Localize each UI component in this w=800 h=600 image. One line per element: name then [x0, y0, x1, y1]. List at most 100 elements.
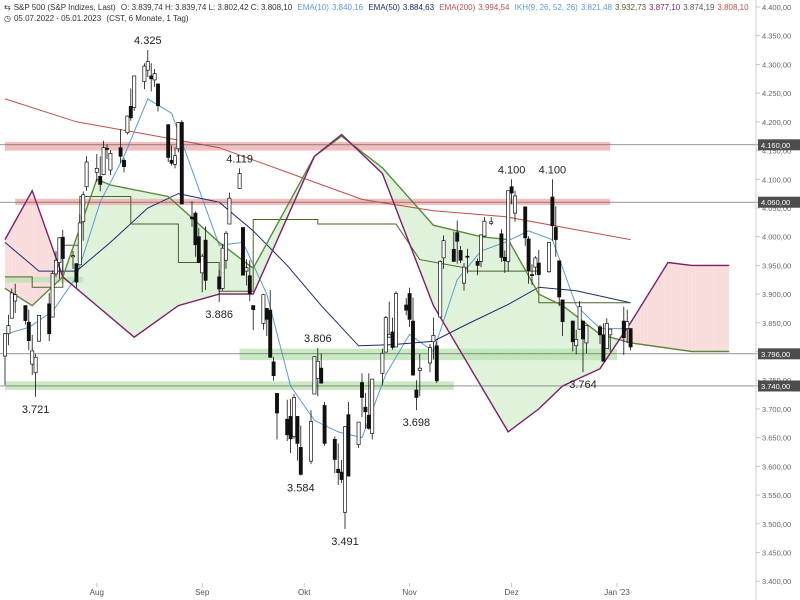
ema200-value: 3.994,54	[478, 3, 510, 12]
candle-body	[322, 405, 327, 444]
cloud-segment	[515, 251, 519, 427]
price-tag-label: 4.160,00	[761, 141, 790, 150]
cloud-segment	[256, 255, 260, 287]
cloud-segment	[430, 221, 434, 306]
price-tag	[758, 348, 800, 360]
chart-tool-icon[interactable]: ⇆	[4, 3, 11, 12]
candle-body	[557, 260, 562, 298]
cloud-segment	[708, 265, 713, 352]
cloud-segment	[576, 316, 580, 380]
y-tick-label: 3.500,00	[762, 520, 791, 529]
price-tag	[758, 380, 800, 392]
cloud-segment	[86, 198, 90, 300]
date-range: 05.07.2022 - 05.01.2023	[13, 14, 102, 23]
candle-body	[404, 304, 409, 311]
cloud-segment	[494, 238, 498, 415]
candle-body	[74, 263, 79, 283]
cloud-segment	[294, 187, 298, 203]
cloud-segment	[15, 215, 19, 297]
x-tick-label: Okt	[298, 588, 311, 597]
cloud-segment	[96, 179, 101, 309]
price-tag-label: 4.060,00	[761, 198, 790, 207]
candle-body	[387, 333, 392, 338]
chart-settings: (CST, 6 Monate, 1 Tag)	[106, 14, 189, 23]
cloud-segment	[691, 265, 696, 352]
candle-body	[560, 299, 565, 323]
candle-body	[458, 250, 463, 261]
cloud-segment	[83, 208, 87, 297]
cloud-segment	[504, 239, 509, 432]
candle-body	[142, 65, 147, 82]
candle-body	[315, 360, 320, 379]
cloud-segment	[147, 192, 152, 328]
cloud-segment	[491, 237, 495, 409]
candle-body	[71, 255, 75, 258]
candle-body	[553, 227, 558, 240]
ema200-label: EMA(200)	[439, 3, 476, 12]
cloud-segment	[134, 189, 138, 338]
cloud-segment	[127, 188, 131, 335]
cloud-segment	[651, 284, 655, 347]
candles	[3, 50, 633, 529]
candle-body	[108, 153, 113, 171]
cloud-segment	[161, 195, 165, 318]
cloud-segment	[508, 239, 512, 432]
candle-body	[414, 389, 419, 398]
cloud-segment	[637, 306, 641, 345]
price-tag-label: 3.740,00	[761, 382, 790, 391]
cloud-segment	[42, 219, 46, 297]
candle-body	[132, 75, 137, 108]
candle-body	[179, 122, 184, 205]
y-tick-label: 3.700,00	[762, 405, 791, 414]
candle-body	[506, 190, 511, 262]
price-annotation: 4.119	[226, 153, 253, 165]
cloud-segment	[562, 305, 566, 386]
y-tick-label: 3.850,00	[762, 319, 791, 328]
zone-red	[5, 141, 611, 151]
cloud-segment	[640, 300, 645, 345]
candle-body	[428, 347, 432, 364]
cloud-segment	[32, 190, 36, 306]
y-tick-label: 3.900,00	[762, 290, 791, 299]
candle-body	[380, 352, 385, 374]
ohlc-values: O: 3.839,74 H: 3.839,74 L: 3.802,42 C: 3…	[120, 3, 293, 12]
candle-body	[251, 305, 256, 310]
candle-body	[451, 248, 456, 262]
ikh-value-span-b: 3.874,19	[683, 3, 715, 12]
candle-body	[390, 331, 395, 348]
y-tick-label: 4.350,00	[762, 32, 791, 41]
candle-body	[169, 159, 174, 164]
candle-body	[298, 447, 303, 475]
candle-body	[203, 239, 208, 281]
candle-body	[244, 267, 249, 272]
horizontal-levels	[0, 144, 758, 387]
cloud-segment	[110, 185, 114, 320]
cloud-segment	[501, 238, 505, 427]
candle-body	[237, 173, 242, 189]
cloud-segment	[671, 262, 675, 350]
cloud-segment	[130, 189, 135, 338]
candle-body	[319, 367, 324, 384]
cloud-segment	[124, 187, 128, 332]
candle-body	[360, 382, 364, 398]
candle-body	[224, 232, 228, 261]
cloud-segment	[552, 300, 556, 396]
candle-body	[621, 320, 626, 339]
candle-body	[264, 308, 269, 320]
cloud-segment	[423, 213, 427, 288]
cloud-segment	[158, 194, 162, 321]
x-tick-label: Dez	[504, 588, 518, 597]
cloud-segment	[181, 208, 186, 305]
candle-body	[489, 221, 494, 224]
cloud-segment	[5, 233, 9, 291]
cloud-segment	[28, 190, 33, 306]
price-annotation: 3.806	[304, 333, 332, 345]
candle-body	[122, 159, 126, 167]
cloud-segment	[188, 214, 192, 303]
price-tag-label: 3.796,00	[761, 350, 790, 359]
cloud-segment	[385, 171, 390, 192]
price-annotations: 4.325 4.119 3.886 3.806 3.721 3.584 3.491 3.698…	[22, 35, 597, 548]
candle-body	[268, 309, 273, 358]
cloud-segment	[413, 202, 417, 262]
